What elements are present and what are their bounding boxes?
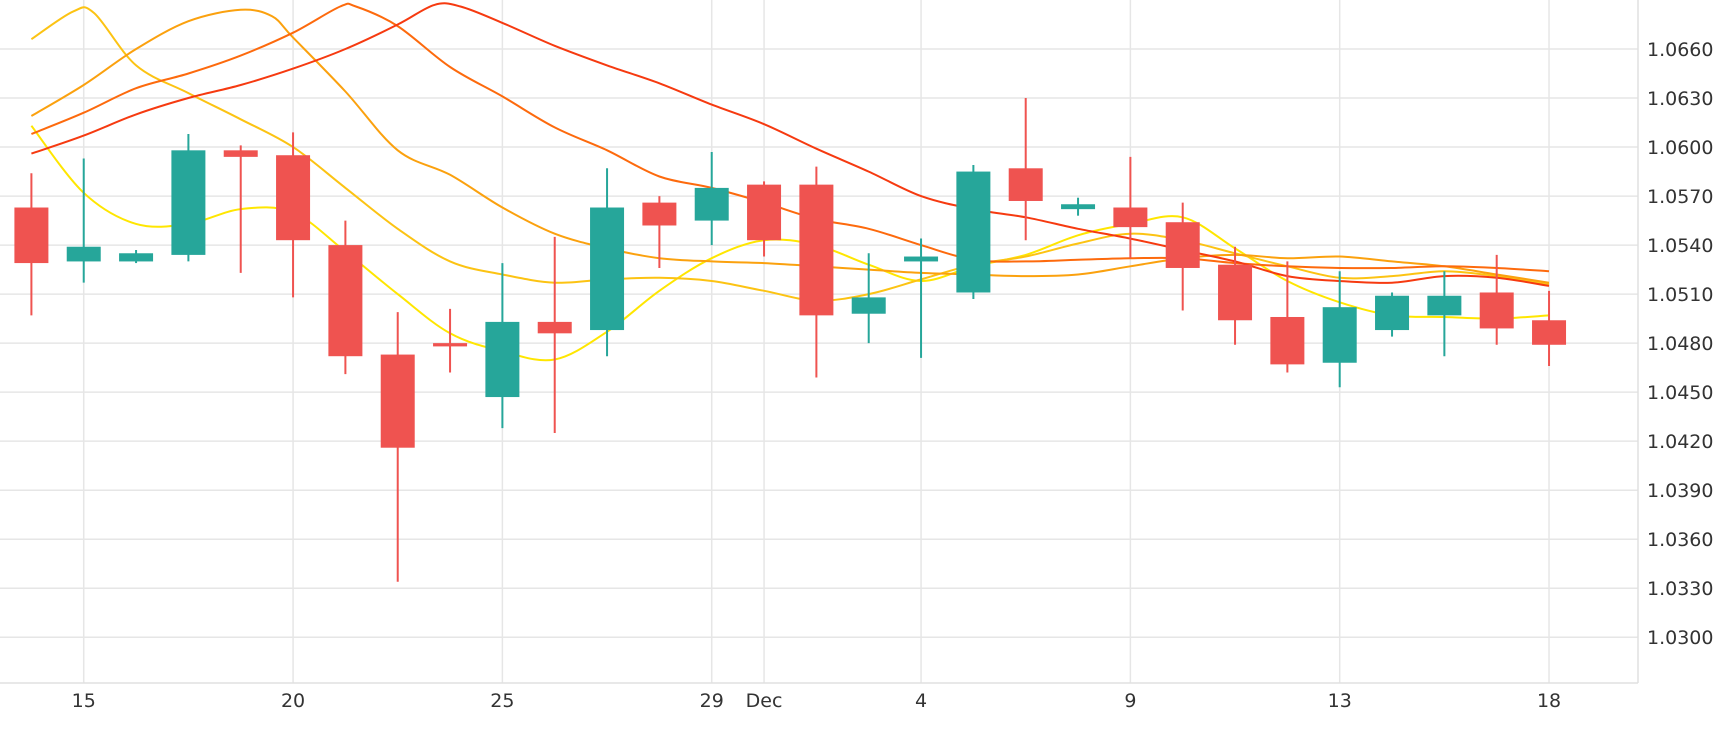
candle-body	[223, 150, 258, 157]
y-tick-label: 1.0300	[1647, 627, 1713, 649]
candle	[380, 312, 415, 582]
candle	[1270, 261, 1305, 373]
candle-body	[642, 202, 677, 226]
y-tick-label: 1.0630	[1647, 88, 1713, 110]
y-axis-tick-labels: 1.0300 1.0330 1.0360 1.0390 1.0420 1.0450 1.04…	[1647, 39, 1713, 649]
candle	[1427, 271, 1462, 357]
candle-body	[119, 253, 154, 262]
candle-body	[956, 171, 991, 293]
candle-body	[171, 150, 206, 255]
candle-body	[747, 184, 782, 241]
candle-body	[328, 245, 363, 357]
candle	[799, 166, 834, 378]
candle-body	[1165, 222, 1200, 268]
candle	[119, 249, 154, 264]
candle-body	[537, 321, 572, 334]
candle	[747, 181, 782, 257]
candle-body	[1008, 168, 1043, 201]
candle-body	[485, 321, 520, 398]
candle-body	[904, 256, 939, 262]
x-tick-label: 13	[1328, 690, 1352, 712]
candle	[590, 168, 625, 357]
candle-body	[799, 184, 834, 316]
x-tick-label: 4	[915, 690, 927, 712]
y-tick-label: 1.0540	[1647, 235, 1713, 257]
candle-body	[1322, 307, 1357, 363]
candle-body	[276, 155, 311, 241]
candle-body	[66, 246, 101, 262]
candle	[642, 196, 677, 268]
y-tick-label: 1.0600	[1647, 137, 1713, 159]
y-tick-label: 1.0510	[1647, 284, 1713, 306]
moving-average-line-1	[30, 125, 1550, 362]
candle	[1218, 246, 1253, 345]
candle	[694, 151, 729, 246]
candle	[1165, 202, 1200, 311]
candle-body	[14, 207, 49, 264]
grid-lines	[0, 0, 1638, 683]
candle	[1008, 98, 1043, 241]
candle-body	[590, 207, 625, 331]
candle	[433, 308, 468, 373]
candle-body	[1218, 264, 1253, 321]
candle	[485, 263, 520, 429]
candle	[851, 253, 886, 344]
candle	[1113, 156, 1148, 259]
candle-body	[1532, 320, 1567, 345]
candle	[904, 238, 939, 358]
candle-body	[1270, 316, 1305, 365]
candle-body	[1113, 207, 1148, 228]
candle-body	[1479, 292, 1514, 329]
candle	[1479, 254, 1514, 345]
y-tick-label: 1.0450	[1647, 382, 1713, 404]
moving-average-line-5	[31, 2, 1550, 287]
axes	[0, 0, 1639, 684]
y-tick-label: 1.0660	[1647, 39, 1713, 61]
candle	[1532, 290, 1567, 367]
candle	[171, 133, 206, 262]
candle	[1375, 292, 1410, 337]
y-tick-label: 1.0480	[1647, 333, 1713, 355]
x-axis-tick-labels: 15 20 25 29 Dec 4 9 13 18	[72, 690, 1561, 712]
x-tick-label: Dec	[746, 690, 783, 712]
y-tick-label: 1.0420	[1647, 431, 1713, 453]
x-tick-label: 20	[281, 690, 305, 712]
x-tick-label: 9	[1124, 690, 1136, 712]
x-tick-label: 18	[1537, 690, 1561, 712]
x-tick-label: 15	[72, 690, 96, 712]
x-tick-label: 25	[490, 690, 514, 712]
candle-body	[694, 187, 729, 221]
moving-average-line-4	[31, 2, 1550, 273]
candle-body	[1427, 295, 1462, 316]
candle	[276, 132, 311, 298]
candle	[956, 165, 991, 300]
candle	[1322, 271, 1357, 388]
candle	[66, 158, 101, 283]
x-tick-label: 29	[700, 690, 724, 712]
y-tick-label: 1.0330	[1647, 578, 1713, 600]
candle	[14, 173, 49, 316]
y-tick-label: 1.0570	[1647, 186, 1713, 208]
candle-body	[433, 343, 468, 347]
candle	[223, 145, 258, 273]
candle	[1061, 197, 1096, 216]
candle-body	[1375, 295, 1410, 331]
candle	[328, 220, 363, 375]
candle-body	[1061, 204, 1096, 210]
candle-body	[851, 297, 886, 314]
y-tick-label: 1.0360	[1647, 529, 1713, 551]
moving-average-line-3	[30, 8, 1550, 284]
candle-body	[380, 354, 415, 448]
moving-average-lines	[30, 2, 1550, 362]
candles	[14, 98, 1567, 582]
candle	[537, 236, 572, 434]
y-tick-label: 1.0390	[1647, 480, 1713, 502]
